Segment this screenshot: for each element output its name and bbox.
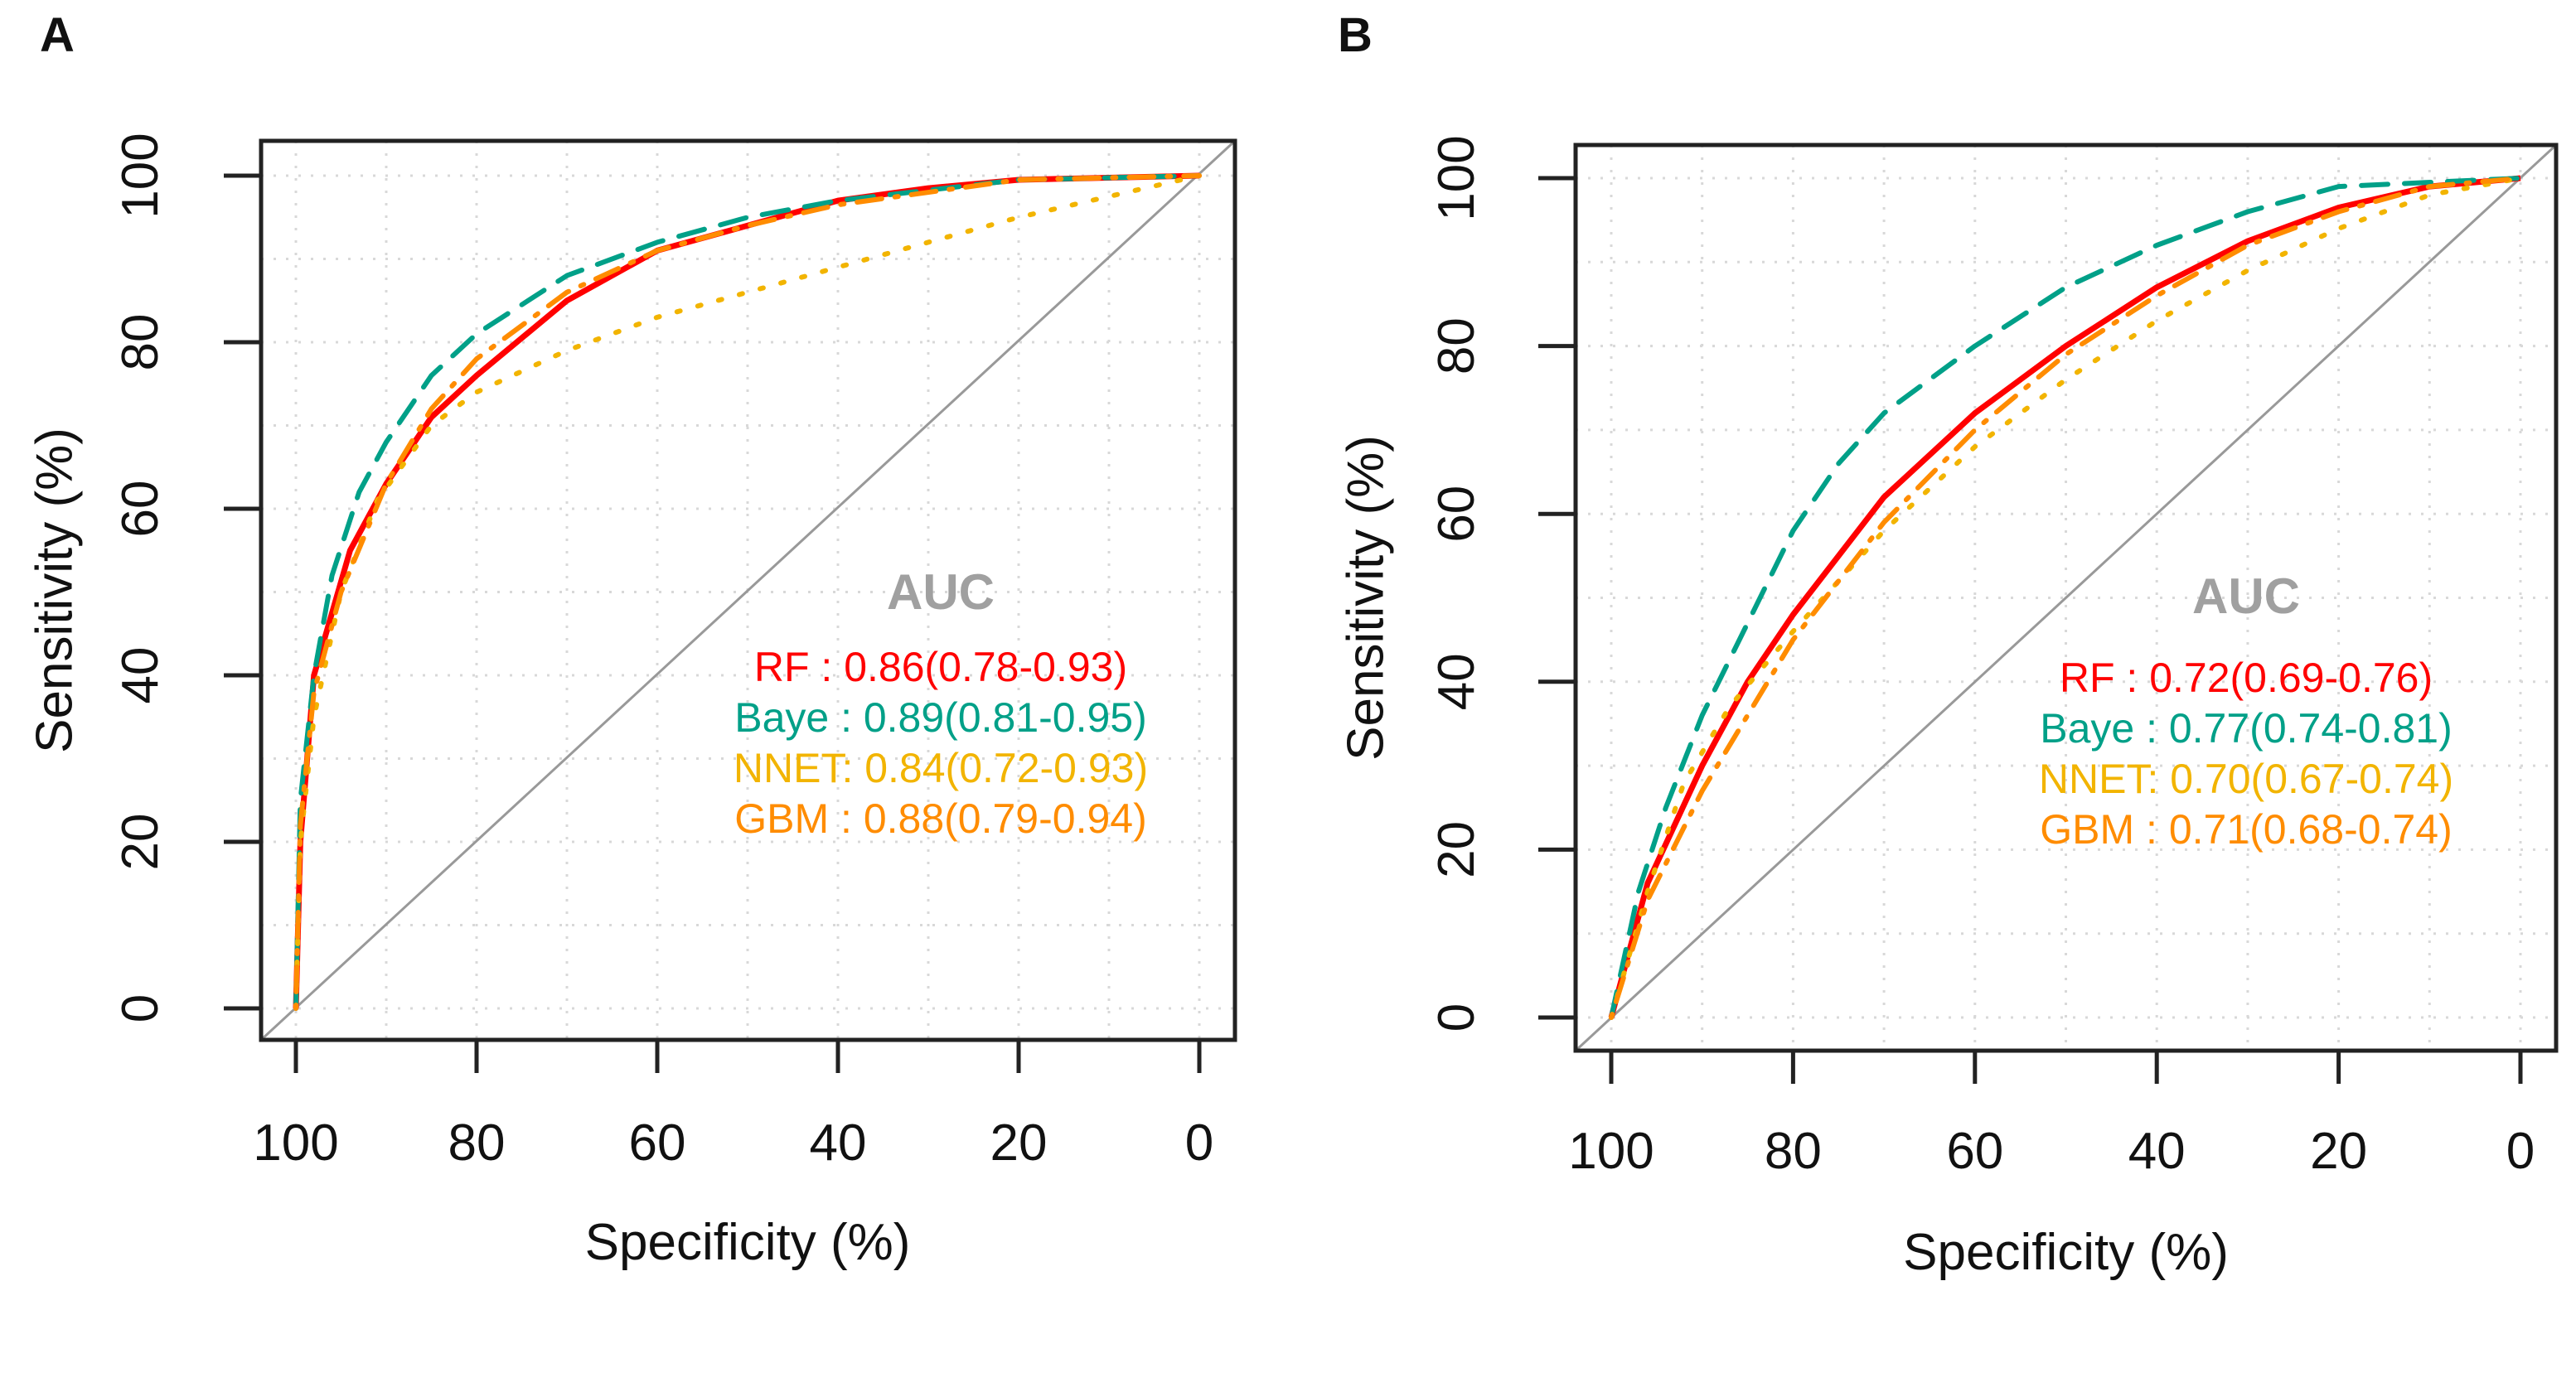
x-axis-label: Specificity (%) bbox=[1903, 1224, 2229, 1281]
x-tick-label: 100 bbox=[253, 1114, 338, 1172]
legend-entry-rf: RF : 0.86(0.78-0.93) bbox=[754, 644, 1127, 690]
y-tick-label: 60 bbox=[112, 481, 169, 538]
y-axis-label: Sensitivity (%) bbox=[26, 428, 83, 753]
y-tick-label: 0 bbox=[112, 994, 169, 1022]
roc-panel-b: B 100 80 60 40 20 0 0 20 40 60 80 100 Specificity (%)… bbox=[1337, 8, 2559, 1281]
y-axis-label: Sensitivity (%) bbox=[1337, 435, 1394, 761]
y-tick-label: 40 bbox=[112, 647, 169, 704]
y-tick-label: 80 bbox=[112, 314, 169, 371]
legend-title: AUC bbox=[887, 564, 995, 620]
x-tick-label: 20 bbox=[2310, 1123, 2367, 1180]
y-tick-label: 100 bbox=[112, 133, 169, 218]
x-tick-label: 100 bbox=[1568, 1123, 1654, 1180]
legend-entry-baye: Baye : 0.89(0.81-0.95) bbox=[734, 694, 1147, 741]
x-tick-label: 60 bbox=[1946, 1123, 2003, 1180]
roc-curve-gbm bbox=[293, 173, 1202, 1011]
y-tick-label: 60 bbox=[1428, 486, 1485, 543]
legend-entry-rf: RF : 0.72(0.69-0.76) bbox=[2060, 655, 2433, 701]
roc-panel-a: A 100 80 60 40 20 0 0 20 40 60 80 100 Specificity (%)… bbox=[26, 8, 1237, 1271]
x-tick-label: 80 bbox=[1765, 1123, 1822, 1180]
legend-title: AUC bbox=[2192, 568, 2300, 624]
panel-label: B bbox=[1338, 8, 1373, 62]
y-tick-label: 0 bbox=[1428, 1003, 1485, 1032]
roc-curve-baye bbox=[1609, 176, 2523, 1020]
x-tick-label: 60 bbox=[629, 1114, 686, 1172]
y-tick-label: 100 bbox=[1428, 135, 1485, 220]
legend-entry-nnet: NNET: 0.84(0.72-0.93) bbox=[734, 745, 1148, 791]
y-tick-label: 80 bbox=[1428, 317, 1485, 375]
x-tick-label: 80 bbox=[448, 1114, 506, 1172]
chance-diagonal bbox=[259, 139, 1237, 1042]
y-tick-label: 20 bbox=[112, 814, 169, 871]
x-tick-label: 0 bbox=[2506, 1123, 2535, 1180]
roc-curve-nnet bbox=[293, 173, 1202, 1011]
x-tick-label: 20 bbox=[990, 1114, 1048, 1172]
legend-entry-baye: Baye : 0.77(0.74-0.81) bbox=[2040, 705, 2453, 752]
legend-entry-gbm: GBM : 0.71(0.68-0.74) bbox=[2040, 806, 2452, 853]
y-tick-label: 40 bbox=[1428, 653, 1485, 710]
roc-curve-rf bbox=[1608, 175, 2521, 1018]
y-tick-label: 20 bbox=[1428, 821, 1485, 878]
x-tick-label: 40 bbox=[810, 1114, 867, 1172]
roc-curve-baye bbox=[293, 173, 1202, 1011]
chance-diagonal bbox=[1574, 143, 2558, 1052]
panel-label: A bbox=[40, 8, 75, 62]
x-tick-label: 40 bbox=[2128, 1123, 2186, 1180]
roc-curve-nnet bbox=[1609, 176, 2523, 1020]
x-tick-label: 0 bbox=[1185, 1114, 1213, 1172]
legend-entry-nnet: NNET: 0.70(0.67-0.74) bbox=[2039, 756, 2453, 802]
legend-entry-gbm: GBM : 0.88(0.79-0.94) bbox=[734, 795, 1146, 842]
x-axis-label: Specificity (%) bbox=[585, 1214, 911, 1271]
